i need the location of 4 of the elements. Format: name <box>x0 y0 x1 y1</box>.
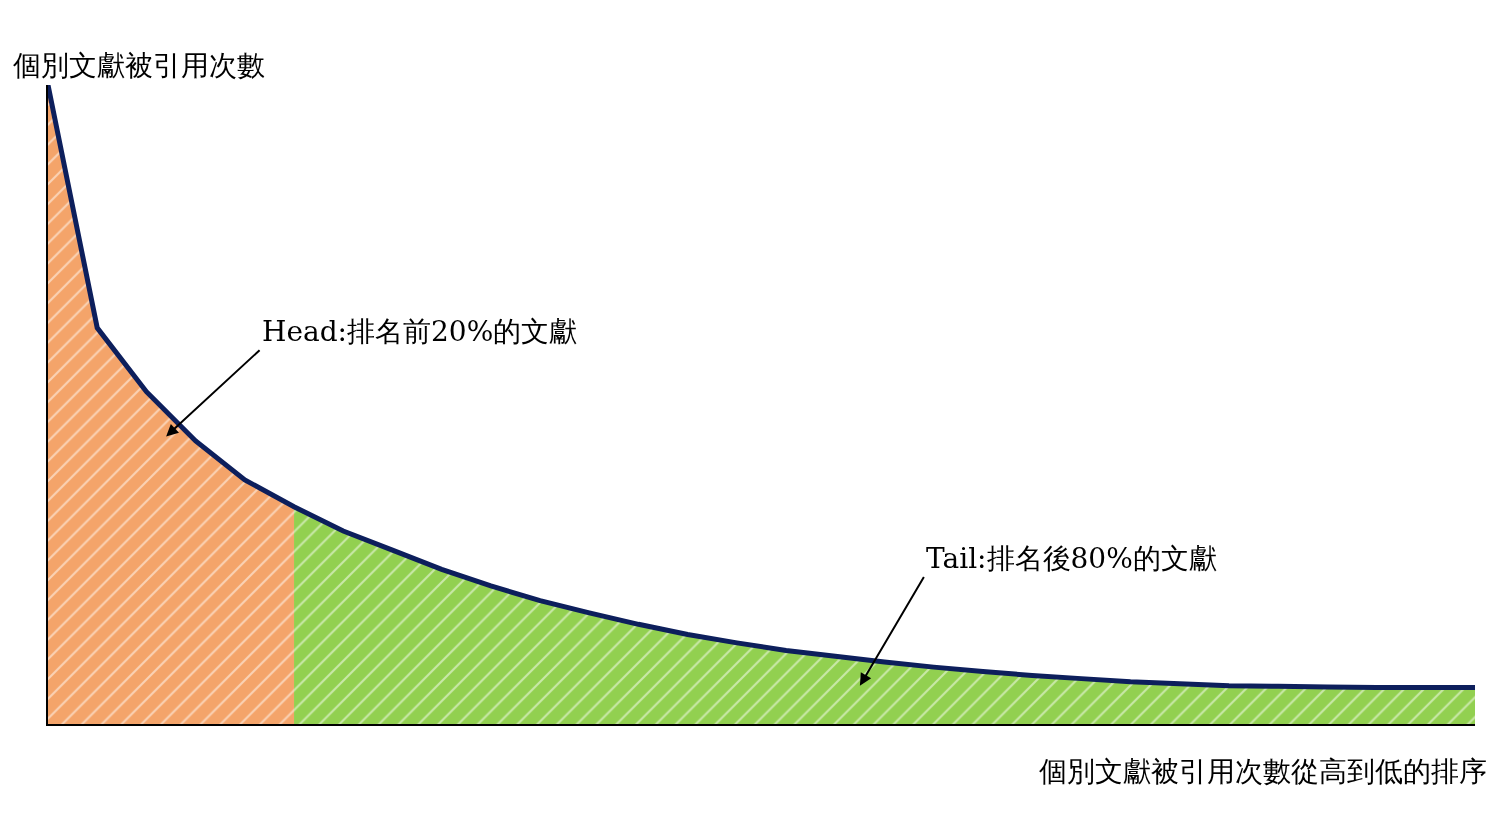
annotation: Head:排名前20%的文獻 <box>262 315 578 348</box>
x-axis-title: 個別文獻被引用次數從高到低的排序 <box>1039 755 1487 788</box>
y-axis-title: 個別文獻被引用次數 <box>13 49 265 82</box>
annotation: Tail:排名後80%的文獻 <box>926 542 1217 575</box>
